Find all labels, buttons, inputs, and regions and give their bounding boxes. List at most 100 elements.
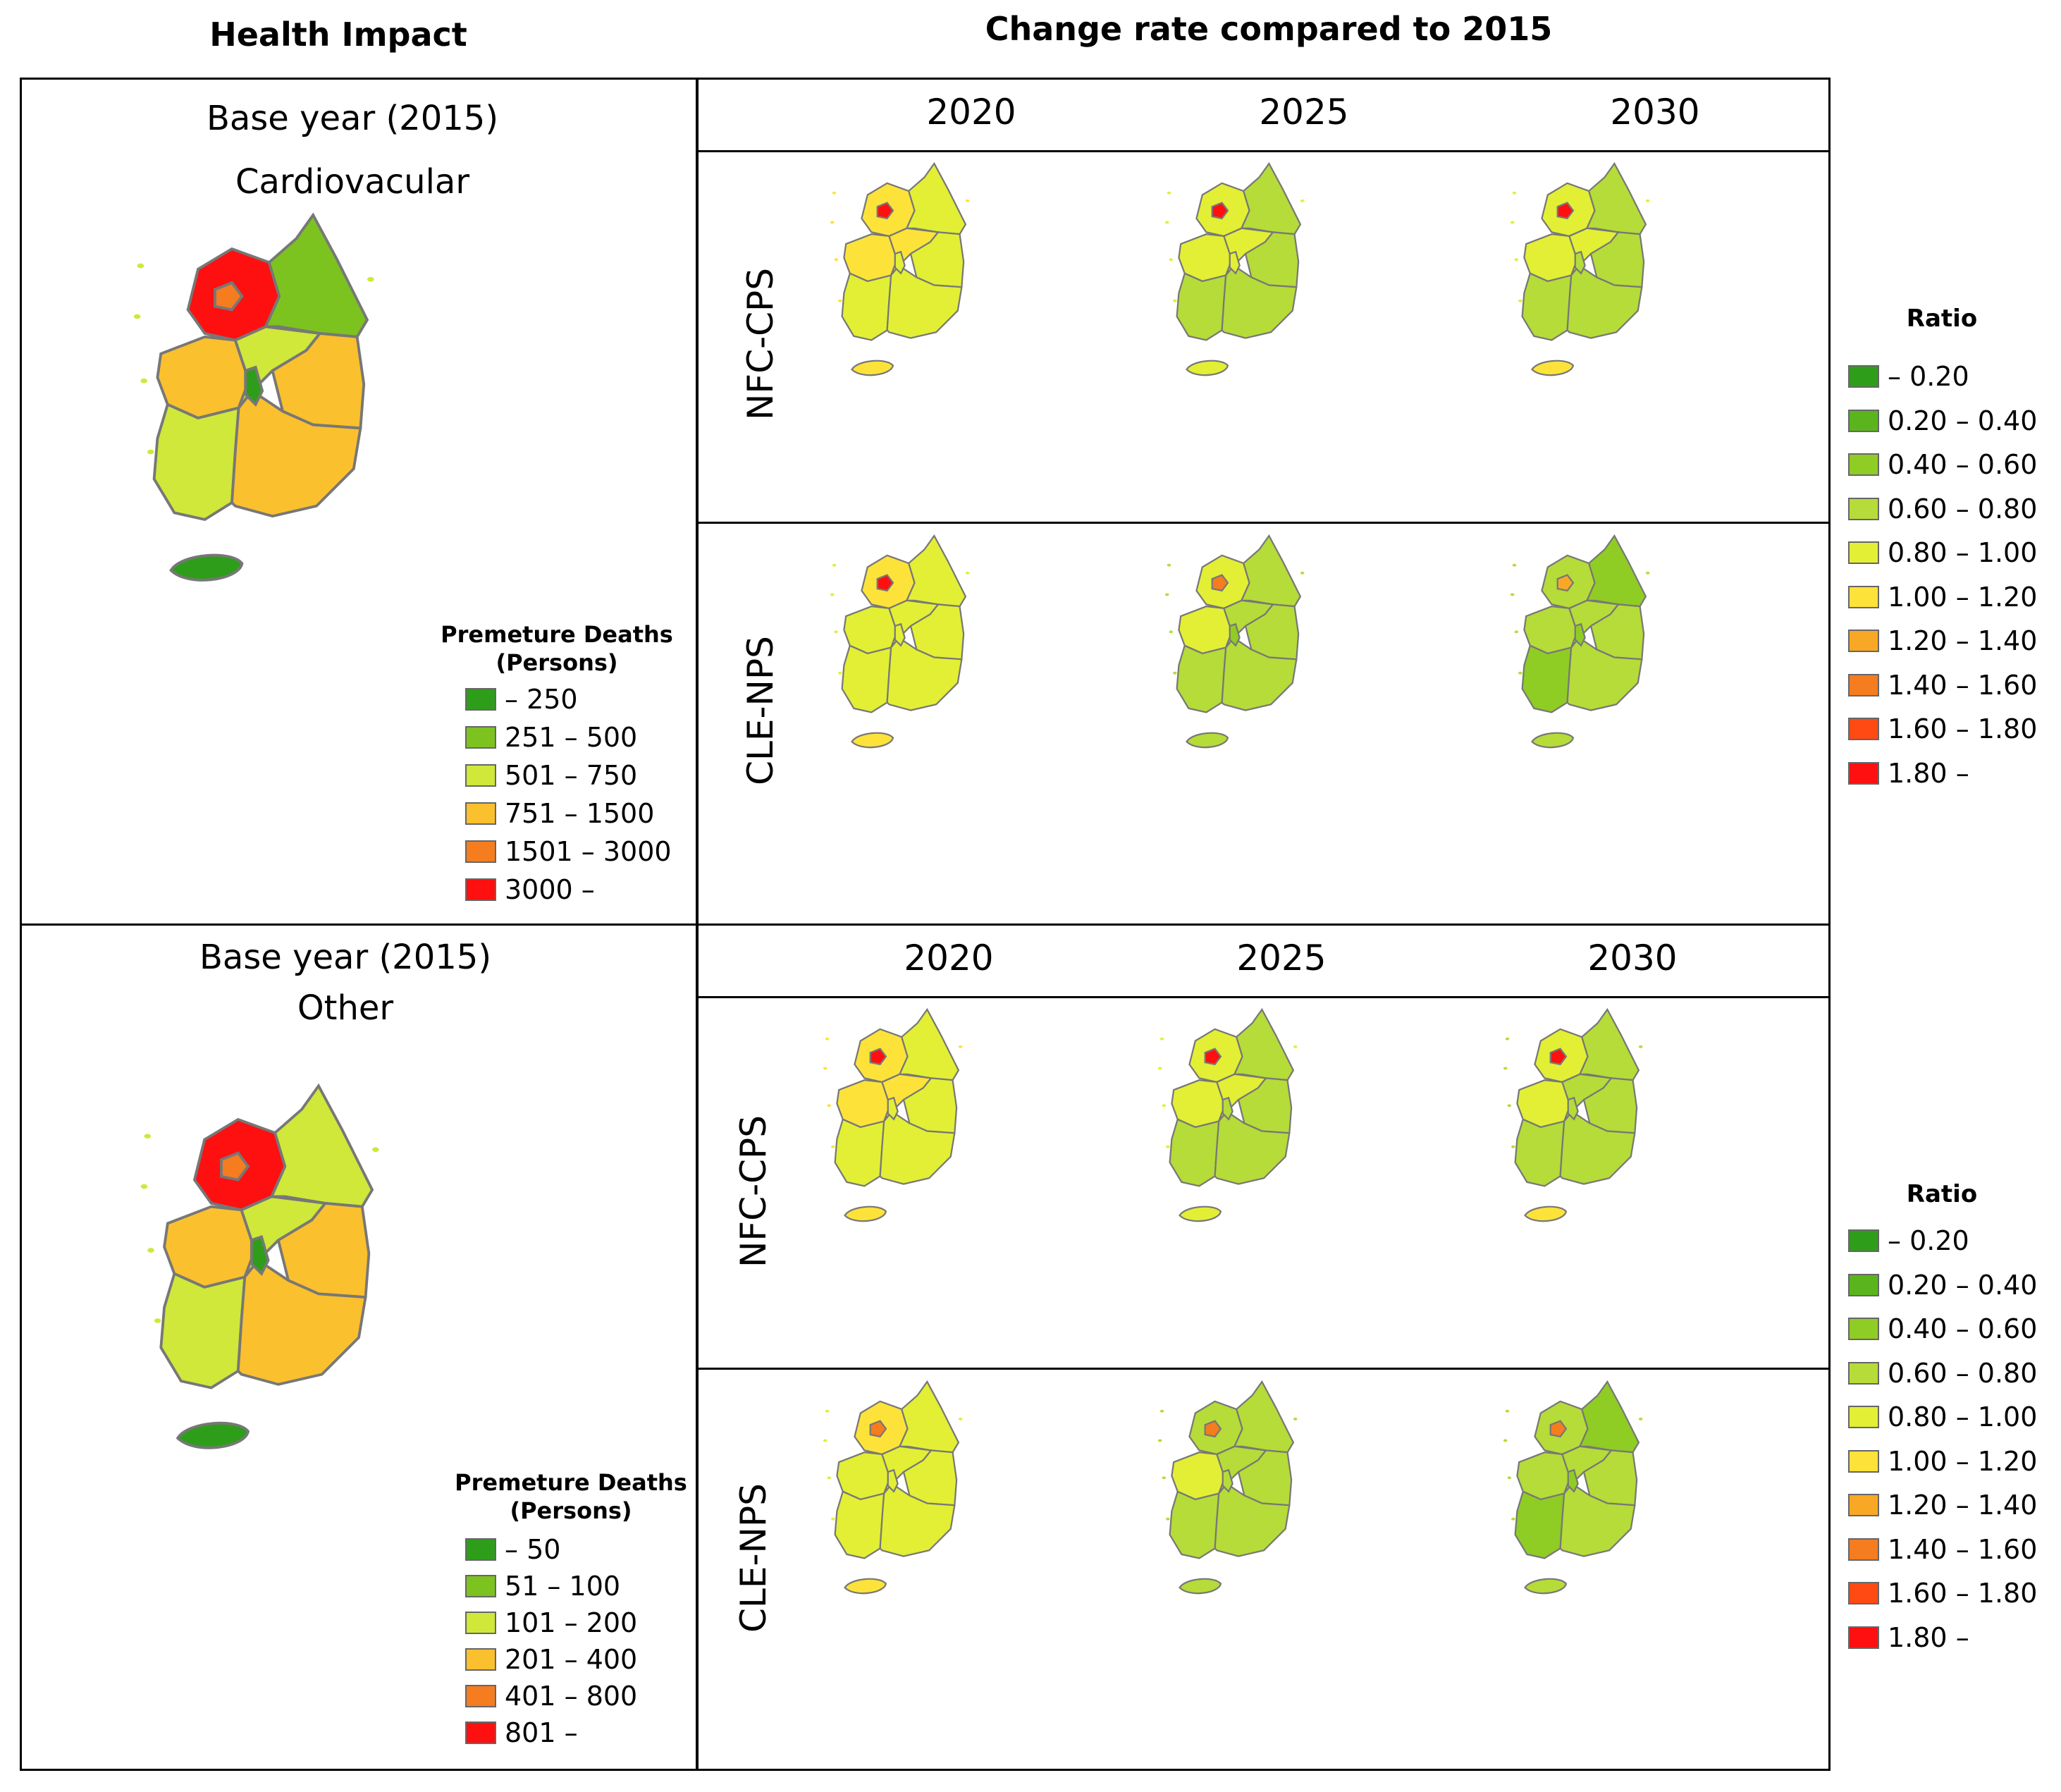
legend-label: 1.20 – 1.40 bbox=[1888, 625, 2038, 656]
region-seoul bbox=[876, 574, 894, 592]
legend-item: 0.60 – 0.80 bbox=[1848, 1356, 2037, 1390]
island bbox=[1510, 593, 1515, 596]
region-ne bbox=[1233, 1007, 1295, 1081]
region-se bbox=[879, 1110, 956, 1185]
region-se bbox=[1566, 264, 1643, 339]
bottom-year-2030: 2030 bbox=[1587, 938, 1678, 978]
island bbox=[1300, 199, 1305, 202]
region-city bbox=[887, 1096, 899, 1121]
legend-item: 1.80 – bbox=[1848, 1621, 1969, 1655]
legend-item: 0.20 – 0.40 bbox=[1848, 404, 2037, 438]
legend-label: 401 – 800 bbox=[505, 1681, 638, 1712]
deaths-legend-other-title: Premeture Deaths (Persons) bbox=[451, 1468, 691, 1525]
legend-label: 0.40 – 0.60 bbox=[1888, 1313, 2038, 1344]
map-top-cle-2025 bbox=[1164, 534, 1305, 749]
island bbox=[823, 1067, 828, 1070]
island bbox=[1518, 299, 1522, 302]
region-jeju bbox=[1531, 732, 1575, 749]
legend-swatch bbox=[465, 1722, 496, 1744]
legend-item: 1.60 – 1.80 bbox=[1848, 712, 2037, 746]
island bbox=[137, 263, 144, 269]
island bbox=[140, 1184, 148, 1189]
legend-item: 201 – 400 bbox=[465, 1643, 637, 1676]
legend-item: 101 – 200 bbox=[465, 1606, 637, 1640]
legend-label: 1.20 – 1.40 bbox=[1888, 1490, 2038, 1521]
island bbox=[1505, 1409, 1510, 1413]
island bbox=[827, 1476, 832, 1480]
region-jeju bbox=[844, 1578, 887, 1595]
island bbox=[830, 593, 835, 596]
island bbox=[834, 630, 839, 634]
bottom-cause: Other bbox=[297, 988, 394, 1028]
island bbox=[965, 199, 970, 202]
island bbox=[1518, 671, 1522, 675]
region-sw bbox=[1521, 644, 1573, 713]
legend-label: 1.00 – 1.20 bbox=[1888, 581, 2038, 613]
legend-swatch bbox=[465, 1648, 496, 1671]
island bbox=[1173, 299, 1177, 302]
island bbox=[1157, 1067, 1162, 1070]
region-ne bbox=[264, 212, 369, 338]
legend-label: 1.40 – 1.60 bbox=[1888, 1533, 2038, 1565]
legend-item: 1.20 – 1.40 bbox=[1848, 624, 2037, 658]
deaths-legend-other-title-1: Premeture Deaths bbox=[455, 1469, 687, 1496]
island bbox=[1159, 1409, 1164, 1413]
legend-label: – 0.20 bbox=[1888, 1225, 1969, 1256]
legend-item: 1.20 – 1.40 bbox=[1848, 1488, 2037, 1522]
region-jeju bbox=[1524, 1578, 1568, 1595]
region-sw bbox=[1514, 1490, 1565, 1559]
legend-label: 201 – 400 bbox=[505, 1644, 638, 1675]
region-sw bbox=[1169, 1490, 1220, 1559]
change-rate-title: Change rate compared to 2015 bbox=[985, 10, 1553, 48]
island bbox=[832, 191, 837, 195]
region-jeju bbox=[844, 1205, 887, 1222]
island bbox=[1645, 571, 1650, 575]
region-se bbox=[1566, 637, 1643, 711]
island bbox=[1162, 1476, 1167, 1480]
region-city bbox=[1222, 1096, 1233, 1121]
legend-label: 1.80 – bbox=[1888, 757, 1969, 789]
region-city bbox=[894, 622, 906, 647]
region-seoul bbox=[214, 281, 244, 312]
island bbox=[367, 276, 374, 282]
legend-item: 751 – 1500 bbox=[465, 797, 654, 830]
island bbox=[1510, 221, 1515, 224]
region-jeju bbox=[1186, 360, 1229, 376]
island bbox=[144, 1134, 152, 1139]
island bbox=[372, 1147, 379, 1153]
health-impact-title: Health Impact bbox=[209, 16, 467, 54]
region-ne bbox=[905, 534, 967, 608]
legend-label: 51 – 100 bbox=[505, 1571, 621, 1602]
legend-swatch bbox=[1848, 1582, 1879, 1604]
map-bottom-cle-2020 bbox=[823, 1380, 963, 1595]
region-ne bbox=[1578, 1380, 1640, 1454]
island bbox=[825, 1037, 830, 1041]
island bbox=[1512, 191, 1517, 195]
region-se bbox=[1214, 1110, 1291, 1185]
deaths-legend-cardio-title-1: Premeture Deaths bbox=[441, 621, 673, 648]
region-sw bbox=[1176, 644, 1227, 713]
legend-item: 1.40 – 1.60 bbox=[1848, 668, 2037, 702]
legend-label: – 0.20 bbox=[1888, 361, 1969, 392]
region-ne bbox=[269, 1083, 374, 1208]
island bbox=[1167, 563, 1171, 567]
legend-item: 1.80 – bbox=[1848, 756, 1969, 790]
top-base-year: Base year (2015) bbox=[206, 99, 499, 138]
legend-label: 101 – 200 bbox=[505, 1607, 638, 1638]
region-city bbox=[1229, 250, 1241, 275]
island bbox=[1164, 593, 1169, 596]
region-se bbox=[236, 1258, 367, 1386]
legend-item: 1.00 – 1.20 bbox=[1848, 580, 2037, 614]
legend-item: 1.00 – 1.20 bbox=[1848, 1444, 2037, 1478]
island bbox=[1293, 1045, 1298, 1048]
legend-swatch bbox=[1848, 1318, 1879, 1340]
legend-swatch bbox=[1848, 1494, 1879, 1516]
island bbox=[827, 1104, 832, 1107]
island bbox=[958, 1417, 963, 1420]
legend-swatch bbox=[1848, 1538, 1879, 1561]
map-bottom-nfc-2020 bbox=[823, 1007, 963, 1222]
region-seoul bbox=[1211, 574, 1229, 592]
region-seoul bbox=[220, 1151, 250, 1182]
island bbox=[147, 1248, 154, 1253]
legend-item: – 250 bbox=[465, 682, 578, 716]
